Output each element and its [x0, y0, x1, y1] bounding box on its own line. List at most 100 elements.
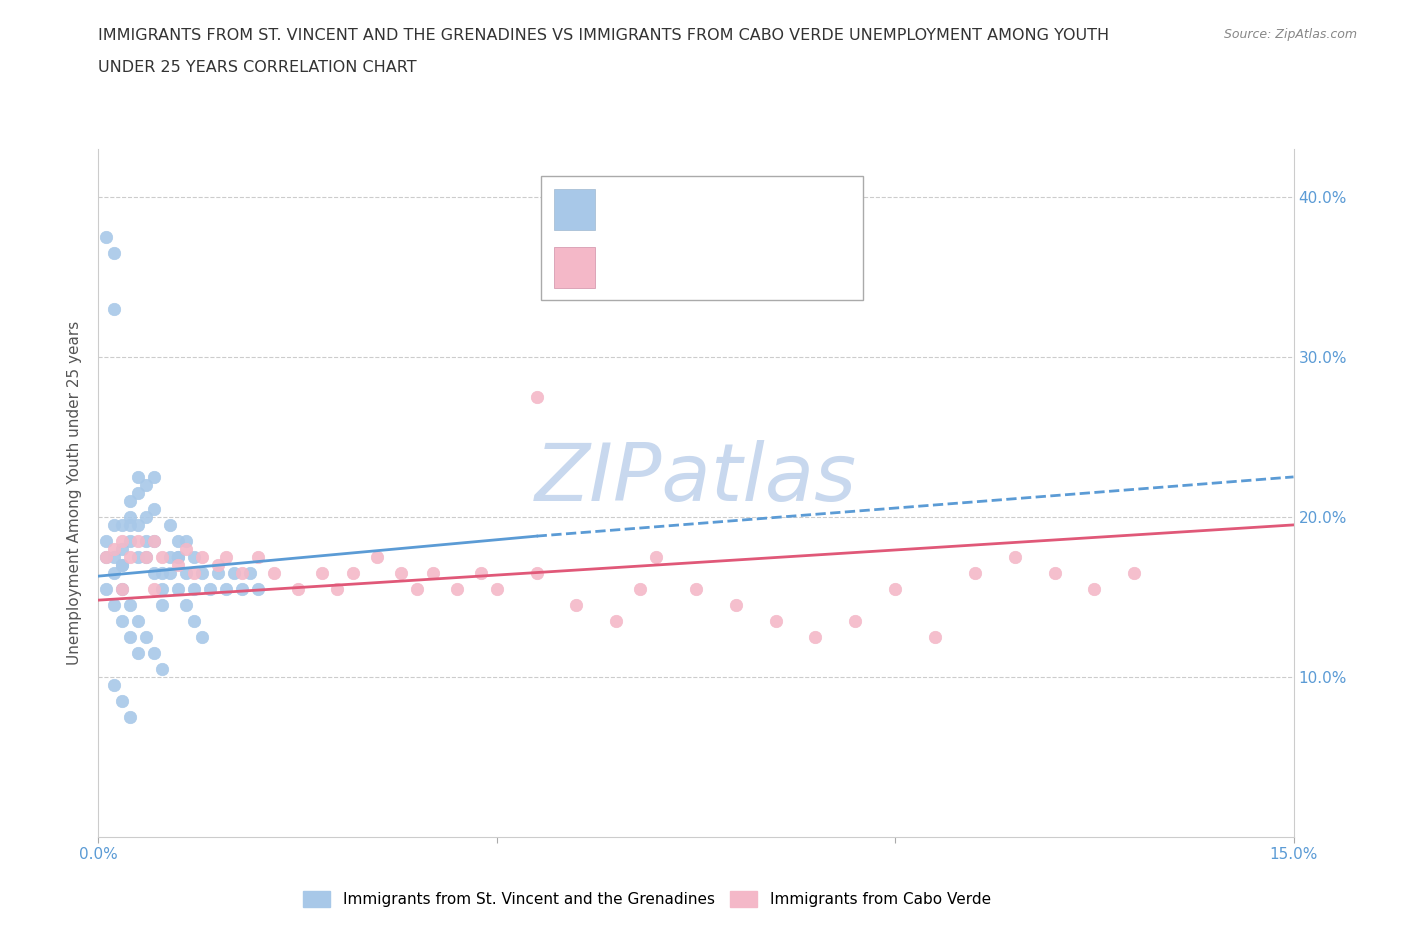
Point — [96, 230, 118, 245]
Point — [127, 517, 149, 532]
Point — [127, 550, 149, 565]
Point — [143, 581, 166, 596]
Point — [884, 581, 907, 596]
Point — [191, 550, 214, 565]
Point — [167, 550, 190, 565]
Point — [103, 246, 125, 260]
Point — [231, 581, 253, 596]
Point — [135, 534, 157, 549]
Point — [135, 477, 157, 492]
Point — [724, 597, 747, 612]
Point — [844, 614, 866, 629]
Point — [127, 534, 149, 549]
Point — [96, 550, 118, 565]
Point — [150, 581, 173, 596]
Point — [135, 510, 157, 525]
Point — [183, 614, 205, 629]
Point — [174, 565, 197, 580]
Point — [120, 630, 142, 644]
Point — [111, 517, 134, 532]
Point — [1004, 550, 1026, 565]
Point — [366, 550, 388, 565]
Point — [231, 565, 253, 580]
Point — [191, 630, 214, 644]
Point — [120, 494, 142, 509]
Point — [174, 597, 197, 612]
Point — [167, 581, 190, 596]
Point — [127, 485, 149, 500]
Point — [143, 565, 166, 580]
Point — [150, 661, 173, 676]
Point — [287, 581, 309, 596]
Point — [191, 565, 214, 580]
Point — [120, 550, 142, 565]
Point — [143, 534, 166, 549]
Point — [103, 678, 125, 693]
Point — [127, 614, 149, 629]
Point — [326, 581, 349, 596]
Point — [645, 550, 668, 565]
Point — [111, 614, 134, 629]
Point — [135, 630, 157, 644]
Point — [167, 557, 190, 572]
Point — [143, 501, 166, 516]
Point — [111, 581, 134, 596]
Point — [422, 565, 444, 580]
Point — [143, 645, 166, 660]
Point — [120, 710, 142, 724]
Point — [96, 534, 118, 549]
Point — [765, 614, 787, 629]
Point — [120, 510, 142, 525]
Point — [103, 565, 125, 580]
Point — [96, 581, 118, 596]
Point — [1123, 565, 1146, 580]
Point — [215, 550, 238, 565]
Point — [111, 694, 134, 709]
Point — [103, 517, 125, 532]
Point — [246, 550, 269, 565]
Point — [198, 581, 221, 596]
Point — [174, 534, 197, 549]
Point — [628, 581, 651, 596]
Point — [526, 390, 548, 405]
Point — [96, 550, 118, 565]
Point — [263, 565, 285, 580]
Point — [103, 597, 125, 612]
Point — [446, 581, 468, 596]
Point — [804, 630, 827, 644]
Point — [111, 581, 134, 596]
Point — [111, 534, 134, 549]
Point — [311, 565, 333, 580]
Point — [924, 630, 946, 644]
Point — [470, 565, 492, 580]
Point — [963, 565, 986, 580]
Point — [103, 301, 125, 316]
Point — [342, 565, 364, 580]
Point — [183, 565, 205, 580]
Text: UNDER 25 YEARS CORRELATION CHART: UNDER 25 YEARS CORRELATION CHART — [98, 60, 418, 75]
Point — [239, 565, 262, 580]
Point — [111, 557, 134, 572]
Point — [103, 550, 125, 565]
Point — [406, 581, 429, 596]
Point — [103, 541, 125, 556]
Point — [174, 541, 197, 556]
Point — [167, 550, 190, 565]
Text: ZIPatlas: ZIPatlas — [534, 440, 858, 518]
Point — [183, 581, 205, 596]
Point — [167, 534, 190, 549]
Point — [485, 581, 508, 596]
Point — [222, 565, 245, 580]
Point — [605, 614, 627, 629]
Point — [183, 550, 205, 565]
Point — [135, 550, 157, 565]
Point — [120, 534, 142, 549]
Point — [120, 597, 142, 612]
Point — [135, 550, 157, 565]
Point — [127, 470, 149, 485]
Text: Source: ZipAtlas.com: Source: ZipAtlas.com — [1223, 28, 1357, 41]
Point — [1043, 565, 1066, 580]
Point — [207, 565, 229, 580]
Point — [246, 581, 269, 596]
Point — [207, 557, 229, 572]
